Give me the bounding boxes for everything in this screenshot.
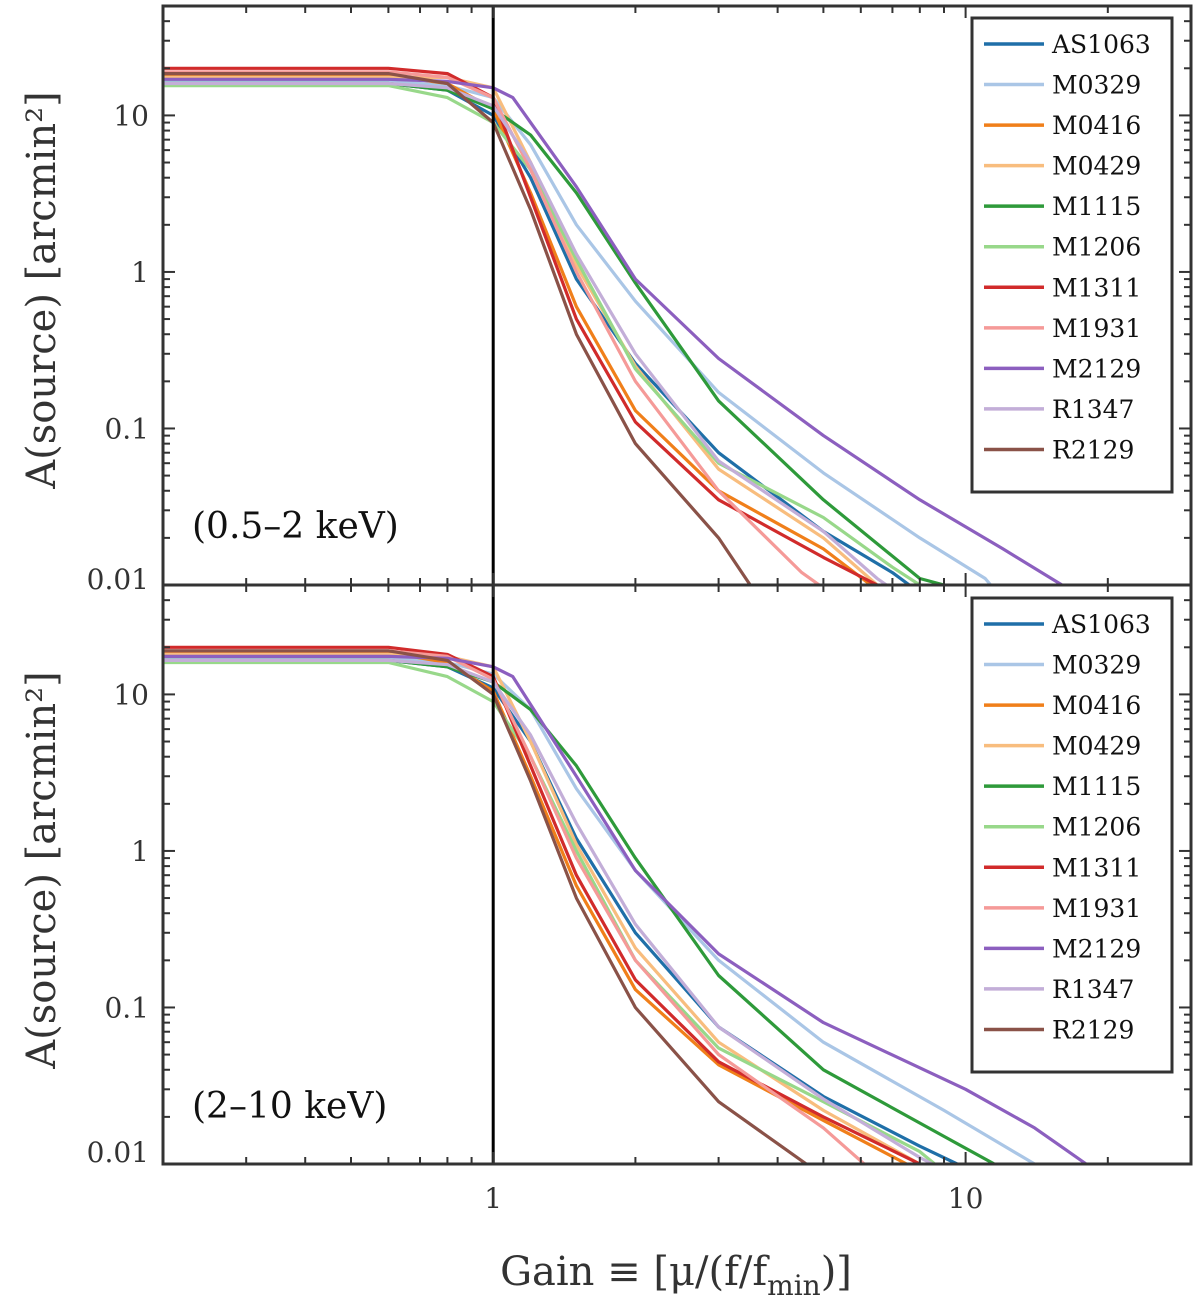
legend-label-as1063: AS1063	[1051, 30, 1151, 59]
bottom-panel-plot-layer: 0.01 0.1 1 10 1 10	[87, 583, 1193, 1215]
y-tick-label: 10	[113, 99, 149, 132]
top-panel-legend-box	[970, 16, 1174, 494]
series-line-r1347	[163, 658, 934, 1164]
legend-label-r2129: R2129	[1052, 1015, 1134, 1044]
legend-label-m1931: M1931	[1052, 894, 1141, 923]
bottom-panel-legend: AS1063 M0329 M0416 M0429 M1115 M1206 M1311 M193…	[970, 596, 1174, 1074]
legend-label-m0329: M0329	[1052, 71, 1141, 100]
y-tick-label: 1	[131, 835, 149, 868]
legend-label-m1206: M1206	[1052, 233, 1141, 262]
legend-label-r2129: R2129	[1052, 435, 1134, 464]
top-panel-energy-band-label: (0.5–2 keV)	[192, 506, 399, 547]
series-line-m1931	[163, 649, 866, 1164]
legend-label-m0329: M0329	[1052, 651, 1141, 680]
y-tick-label: 0.01	[87, 1136, 149, 1169]
legend-label-m1311: M1311	[1052, 273, 1141, 302]
y-tick-label: 0.1	[104, 412, 149, 445]
series-line-m0329	[163, 79, 993, 585]
x-tick-label: 10	[948, 1182, 984, 1215]
legend-label-m1311: M1311	[1052, 853, 1141, 882]
legend-label-m0416: M0416	[1052, 111, 1141, 140]
y-tick-label: 0.1	[104, 991, 149, 1024]
legend-label-m0429: M0429	[1052, 732, 1141, 761]
legend-label-m1206: M1206	[1052, 813, 1141, 842]
y-tick-label: 0.01	[87, 563, 149, 596]
series-line-m1931	[163, 70, 821, 585]
series-line-m1206	[163, 84, 922, 585]
x-tick-label: 1	[484, 1182, 502, 1215]
legend-label-r1347: R1347	[1052, 975, 1134, 1004]
y-axis-label-top: A(source) [arcmin²]	[19, 91, 65, 489]
bottom-panel: 0.01 0.1 1 10 1 10 (2–10 keV) AS1063 M0329 M041…	[87, 583, 1193, 1215]
legend-label-m2129: M2129	[1052, 354, 1141, 383]
bottom-panel-legend-box	[970, 596, 1174, 1074]
y-tick-label: 1	[131, 256, 149, 289]
top-panel-legend: AS1063 M0329 M0416 M0429 M1115 M1206 M1311 M193…	[970, 16, 1174, 494]
series-line-m1311	[163, 645, 922, 1164]
bottom-panel-ticks	[162, 584, 1192, 1165]
series-line-m0329	[163, 656, 1037, 1164]
legend-label-m0416: M0416	[1052, 691, 1141, 720]
series-line-r2129	[163, 649, 808, 1164]
legend-label-m1115: M1115	[1052, 772, 1141, 801]
legend-label-r1347: R1347	[1052, 395, 1134, 424]
top-panel-ticks	[162, 5, 1192, 586]
y-axis-label-bottom: A(source) [arcmin²]	[19, 671, 65, 1069]
legend-label-m2129: M2129	[1052, 934, 1141, 963]
x-axis-label-subscript: min	[767, 1269, 821, 1302]
legend-label-m1931: M1931	[1052, 314, 1141, 343]
x-axis-label-tail: )]	[821, 1249, 852, 1295]
top-panel-plot-layer: 0.01 0.1 1 10	[87, 4, 1193, 596]
legend-label-as1063: AS1063	[1051, 610, 1151, 639]
legend-label-m1115: M1115	[1052, 192, 1141, 221]
x-axis-label-main: Gain ≡ [μ/(f/f	[500, 1249, 770, 1295]
series-line-r1347	[163, 81, 889, 585]
bottom-panel-energy-band-label: (2–10 keV)	[192, 1086, 387, 1127]
series-line-m1311	[163, 66, 879, 585]
top-panel: 0.01 0.1 1 10 (0.5–2 keV) AS1063 M0329 M0416 M…	[87, 4, 1193, 596]
series-line-r2129	[163, 72, 752, 585]
y-tick-label: 10	[113, 678, 149, 711]
top-panel-series-lines	[163, 66, 1064, 585]
x-axis-label: Gain ≡ [μ/(f/fmin)]	[500, 1249, 852, 1302]
legend-label-m0429: M0429	[1052, 152, 1141, 181]
bottom-panel-series-lines	[163, 645, 1088, 1164]
